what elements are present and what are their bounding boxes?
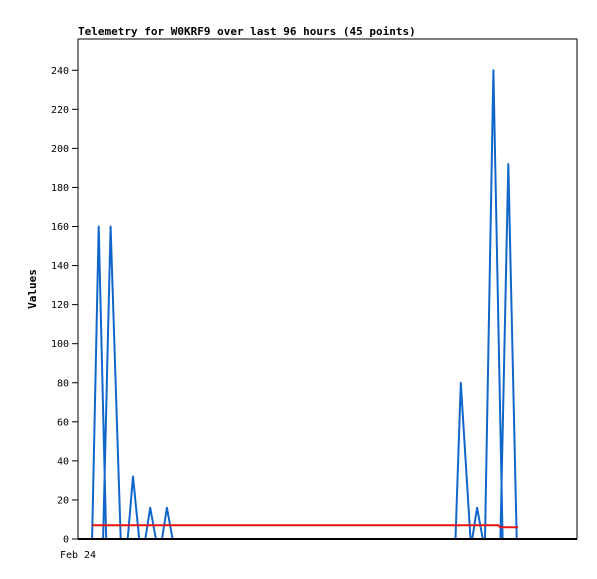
y-tick-label: 220: [51, 105, 69, 116]
series-group: [91, 69, 518, 540]
y-tick-label: 60: [57, 417, 69, 428]
y-tick-label: 80: [57, 378, 69, 389]
y-tick-label: 100: [51, 339, 69, 350]
y-tick-label: 180: [51, 183, 69, 194]
chart-title: Telemetry for W0KRF9 over last 96 hours …: [78, 25, 416, 38]
y-tick-label: 120: [51, 300, 69, 311]
y-tick-label: 40: [57, 456, 69, 467]
y-tick-label: 0: [63, 535, 69, 546]
series-line-2: [92, 524, 518, 529]
y-axis-label: Values: [26, 269, 39, 309]
y-tick-label: 140: [51, 261, 69, 272]
y-tick-label: 200: [51, 144, 69, 155]
series-line-1: [91, 69, 518, 540]
y-axis: 0 20 40 60 80 100 120 140 160 180 200 220 240: [51, 66, 78, 546]
y-tick-label: 240: [51, 66, 69, 77]
x-tick-label: Feb 24: [60, 550, 96, 561]
y-tick-label: 160: [51, 222, 69, 233]
y-tick-label: 20: [57, 495, 69, 506]
